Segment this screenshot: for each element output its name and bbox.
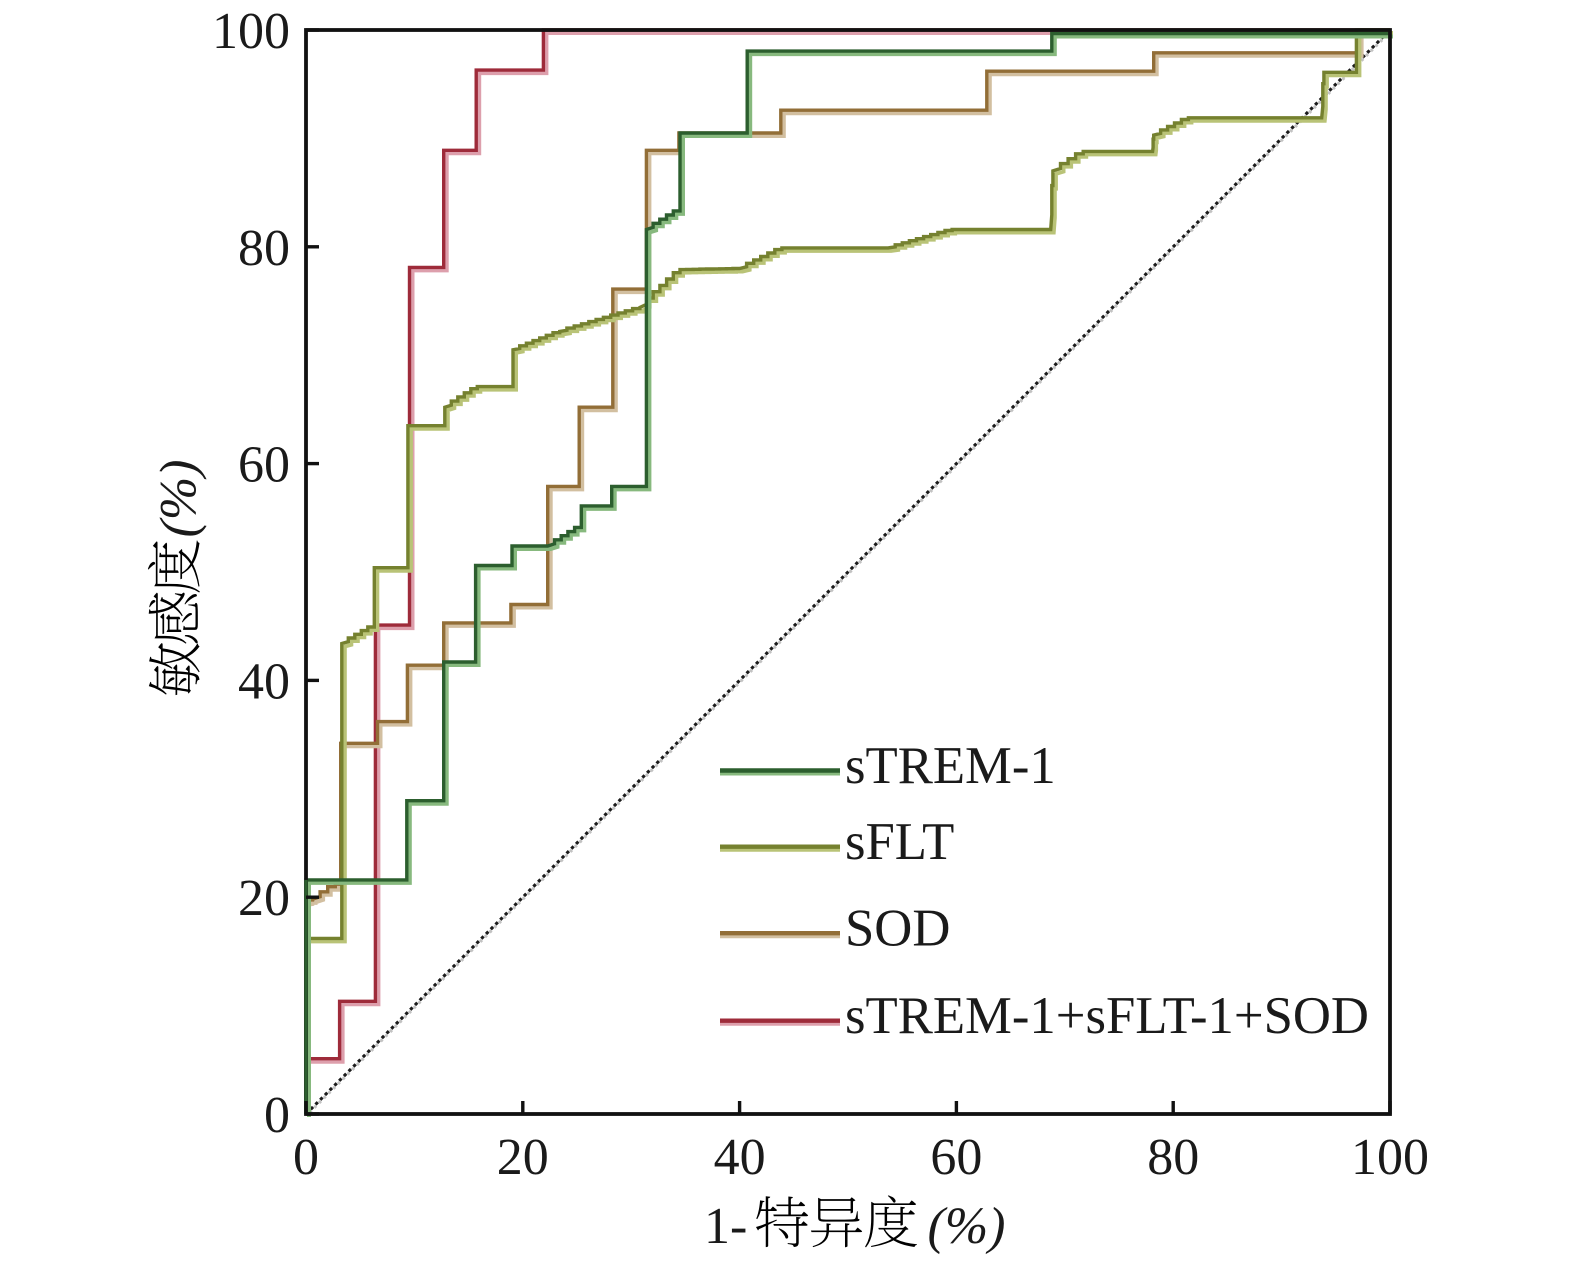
- svg-text:sTREM-1+sFLT-1+SOD: sTREM-1+sFLT-1+SOD: [845, 987, 1369, 1045]
- svg-text:1-: 1-: [704, 1198, 747, 1255]
- svg-text:60: 60: [930, 1129, 982, 1186]
- svg-text:0: 0: [293, 1129, 319, 1186]
- svg-text:(%): (%): [928, 1198, 1006, 1255]
- svg-text:60: 60: [238, 437, 290, 494]
- svg-text:SOD: SOD: [845, 900, 950, 958]
- svg-text:sFLT: sFLT: [845, 813, 954, 871]
- svg-text:100: 100: [212, 3, 290, 60]
- svg-text:40: 40: [714, 1129, 766, 1186]
- svg-text:80: 80: [238, 220, 290, 277]
- svg-text:100: 100: [1351, 1129, 1429, 1186]
- svg-text:(%): (%): [151, 460, 208, 538]
- svg-text:80: 80: [1147, 1129, 1199, 1186]
- svg-text:0: 0: [264, 1087, 290, 1144]
- svg-text:sTREM-1: sTREM-1: [845, 737, 1056, 795]
- svg-text:20: 20: [497, 1129, 549, 1186]
- svg-text:40: 40: [238, 653, 290, 710]
- svg-text:20: 20: [238, 870, 290, 927]
